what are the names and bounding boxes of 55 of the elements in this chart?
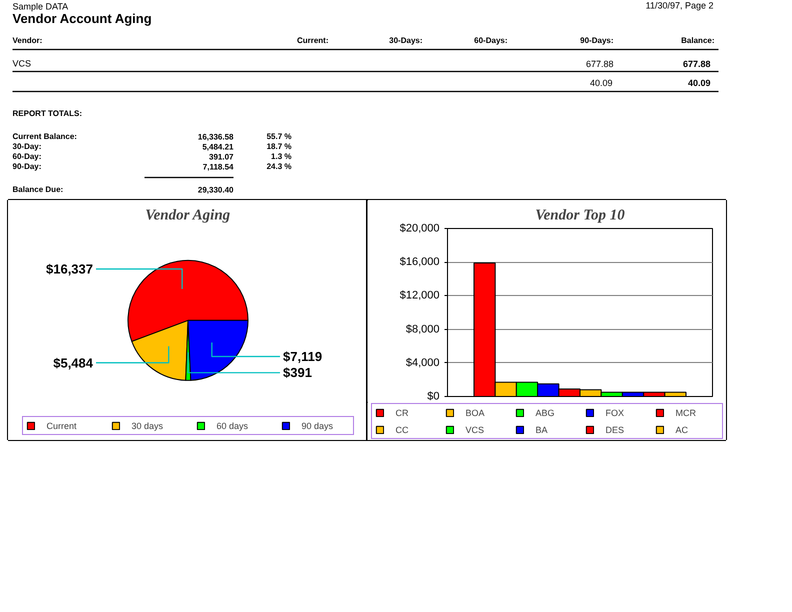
text: 29,330.40	[198, 186, 234, 194]
legend-label: 30 days	[132, 420, 164, 431]
text: Balance Due:	[12, 185, 64, 194]
y-tick-label: $4,000	[406, 356, 440, 369]
data-label: $7,119	[283, 349, 322, 364]
text: 60-Days:	[474, 36, 508, 45]
text: 30-Day:	[12, 142, 42, 151]
text: 40.09	[590, 78, 613, 88]
data-label: $5,484	[53, 355, 94, 370]
legend-label: 60 days	[216, 420, 250, 431]
y-tick-label: $20,000	[400, 222, 440, 234]
text: 55.7 %	[266, 132, 292, 141]
text: 11/30/97, Page 2	[646, 0, 714, 10]
legend-label: MCR	[676, 407, 697, 418]
text: 18.7 %	[266, 142, 292, 151]
text: 90-Day:	[12, 162, 42, 171]
text: 30-Days:	[389, 36, 423, 45]
text: 7,118.54	[202, 162, 234, 172]
data-label: $391	[283, 365, 312, 380]
y-tick-label: $16,000	[400, 256, 440, 268]
legend-label: FOX	[606, 407, 626, 418]
legend-label: ABG	[536, 407, 556, 418]
text: 391.07	[209, 152, 234, 162]
text: 677.88	[682, 59, 711, 69]
text: Sample DATA	[12, 2, 68, 12]
text: 40.09	[688, 78, 711, 88]
legend-label: AC	[676, 424, 690, 435]
legend-label: 90 days	[302, 420, 334, 431]
y-tick-label: $0	[427, 390, 440, 402]
text: 16,336.58	[198, 132, 234, 142]
y-tick-label: $12,000	[400, 290, 440, 302]
legend-label: VCS	[466, 424, 486, 435]
text: 60-Day:	[12, 152, 42, 161]
text: Current Balance:	[12, 132, 77, 141]
data-label: $16,337	[46, 262, 94, 277]
text: Current:	[296, 36, 329, 45]
text: REPORT TOTALS:	[12, 109, 82, 118]
chart-title: Vendor Aging	[145, 208, 231, 224]
text: 24.3 %	[266, 162, 292, 171]
text: VCS	[12, 58, 32, 68]
legend-label: Current	[46, 420, 78, 431]
text: 5,484.21	[202, 142, 234, 152]
legend-label: DES	[606, 424, 626, 435]
chart-title: Vendor Top 10	[535, 208, 626, 224]
legend-label: CC	[396, 424, 410, 435]
y-tick-label: $8,000	[406, 323, 440, 336]
text: Balance:	[681, 36, 715, 45]
legend-label: CR	[396, 407, 410, 418]
legend-label: BOA	[466, 407, 486, 418]
legend-label: BA	[536, 424, 549, 435]
text: 90-Days:	[580, 36, 614, 45]
text: Vendor Account Aging	[12, 11, 152, 26]
text: Vendor:	[12, 36, 42, 45]
text: 677.88	[586, 59, 614, 69]
text: 1.3 %	[271, 152, 292, 161]
